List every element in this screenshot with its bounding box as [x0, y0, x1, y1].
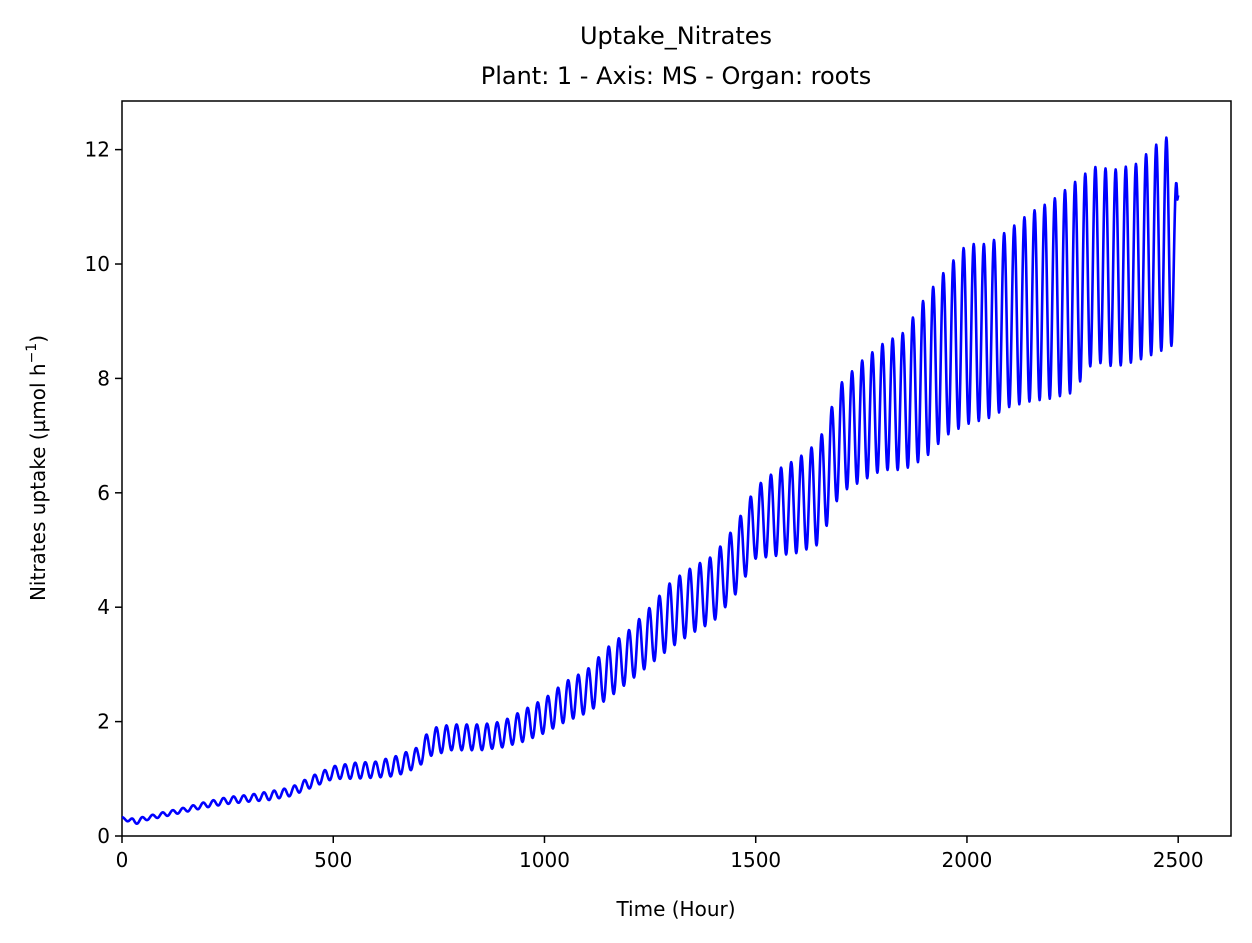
x-tick-label: 2500 [1153, 848, 1204, 872]
x-axis-label: Time (Hour) [615, 897, 735, 921]
y-tick-label: 8 [97, 366, 110, 390]
y-tick-label: 4 [97, 595, 110, 619]
y-axis-label-end: ) [26, 335, 50, 343]
y-axis-label-main: Nitrates uptake (µmol h [26, 363, 50, 601]
y-tick-label: 2 [97, 710, 110, 734]
y-tick-label: 0 [97, 824, 110, 848]
y-tick-label: 10 [85, 252, 110, 276]
y-axis: 0 2 4 6 8 10 12 [85, 138, 122, 848]
uptake-series-line [121, 136, 1180, 826]
chart-title: Uptake_Nitrates [580, 22, 772, 50]
y-axis-label: Nitrates uptake (µmol h−1) [24, 335, 50, 601]
plot-area [121, 100, 1232, 837]
chart-subtitle: Plant: 1 - Axis: MS - Organ: roots [481, 62, 872, 90]
x-axis: 0 500 1000 1500 2000 2500 [116, 836, 1204, 872]
x-tick-label: 1500 [730, 848, 781, 872]
x-tick-label: 1000 [519, 848, 570, 872]
x-tick-label: 0 [116, 848, 129, 872]
x-tick-label: 500 [314, 848, 352, 872]
x-tick-label: 2000 [941, 848, 992, 872]
y-tick-label: 6 [97, 481, 110, 505]
plot-frame [121, 100, 1232, 837]
y-tick-label: 12 [85, 138, 110, 162]
y-axis-label-superscript: −1 [24, 343, 40, 364]
